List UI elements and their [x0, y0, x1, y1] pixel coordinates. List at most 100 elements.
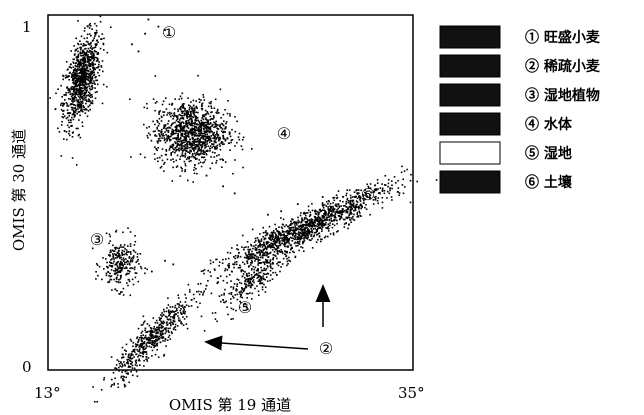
data-point: [359, 198, 361, 201]
data-point: [281, 237, 283, 240]
data-point: [182, 310, 185, 313]
data-point: [138, 350, 141, 352]
data-point: [387, 185, 389, 188]
data-point: [183, 309, 186, 311]
data-point: [76, 103, 79, 105]
data-point: [90, 85, 93, 88]
data-point: [276, 230, 278, 232]
data-point: [85, 91, 87, 94]
data-point: [83, 84, 85, 87]
data-point: [203, 272, 205, 275]
data-point: [163, 137, 165, 139]
data-point: [298, 249, 300, 252]
data-point: [220, 294, 223, 296]
data-point: [85, 52, 88, 55]
data-point: [194, 146, 197, 148]
data-point: [210, 118, 213, 120]
data-point: [279, 237, 282, 239]
data-point: [165, 329, 167, 331]
data-point: [91, 100, 94, 102]
data-point: [80, 96, 82, 98]
data-point: [265, 273, 268, 275]
data-point: [160, 327, 163, 329]
data-point: [272, 262, 274, 264]
data-point: [262, 254, 264, 257]
data-point: [314, 227, 316, 230]
data-point: [368, 186, 370, 189]
data-point: [170, 135, 172, 138]
data-point: [266, 243, 268, 245]
data-point: [206, 121, 208, 124]
data-point: [94, 33, 97, 36]
data-point: [137, 340, 140, 342]
data-point: [83, 56, 85, 58]
data-point: [194, 115, 197, 118]
data-point: [73, 58, 75, 61]
data-point: [185, 323, 188, 325]
data-point: [75, 80, 77, 83]
data-point: [80, 35, 83, 38]
data-point: [95, 271, 97, 273]
data-point: [396, 190, 399, 193]
data-point: [366, 183, 368, 186]
data-point: [173, 327, 176, 329]
data-point: [137, 359, 140, 362]
data-point: [179, 124, 182, 126]
data-point: [148, 338, 151, 341]
data-point: [276, 263, 278, 265]
data-point: [307, 228, 309, 231]
data-point: [259, 243, 262, 245]
data-point: [198, 293, 201, 296]
data-point: [81, 110, 83, 112]
data-point: [131, 43, 133, 46]
data-point: [66, 138, 68, 141]
data-point: [122, 265, 125, 267]
data-point: [176, 165, 179, 167]
data-point: [277, 230, 280, 233]
data-point: [92, 62, 94, 65]
data-point: [120, 266, 123, 269]
data-point: [190, 123, 193, 125]
data-point: [349, 199, 352, 202]
data-point: [153, 345, 156, 347]
data-point: [188, 156, 191, 158]
data-point: [65, 131, 68, 133]
data-point: [70, 121, 72, 124]
data-point: [145, 331, 147, 333]
data-point: [290, 232, 292, 235]
data-point: [205, 124, 208, 126]
data-point: [71, 86, 73, 88]
data-point: [198, 153, 201, 156]
data-point: [159, 341, 162, 344]
data-point: [330, 217, 332, 220]
data-point: [165, 154, 168, 156]
data-point: [210, 139, 212, 142]
data-point: [355, 206, 358, 208]
data-point: [148, 345, 150, 348]
data-point: [245, 278, 247, 281]
data-point: [329, 202, 332, 205]
data-point: [173, 316, 175, 318]
data-point: [113, 260, 115, 263]
data-point: [73, 85, 76, 88]
data-point: [205, 145, 207, 148]
data-point: [66, 116, 69, 119]
data-point: [318, 222, 321, 225]
data-point: [122, 375, 124, 378]
data-point: [127, 372, 129, 374]
data-point: [73, 71, 75, 73]
data-point: [201, 152, 204, 155]
data-point: [183, 125, 185, 127]
data-point: [176, 116, 178, 118]
data-point: [234, 294, 236, 296]
data-point: [306, 212, 309, 214]
data-point: [230, 298, 232, 300]
data-point: [296, 238, 299, 240]
data-point: [181, 147, 183, 149]
data-point: [178, 124, 181, 126]
data-point: [109, 240, 111, 242]
data-point: [267, 256, 270, 258]
data-point: [75, 127, 78, 130]
data-point: [180, 166, 182, 169]
data-point: [146, 358, 148, 361]
